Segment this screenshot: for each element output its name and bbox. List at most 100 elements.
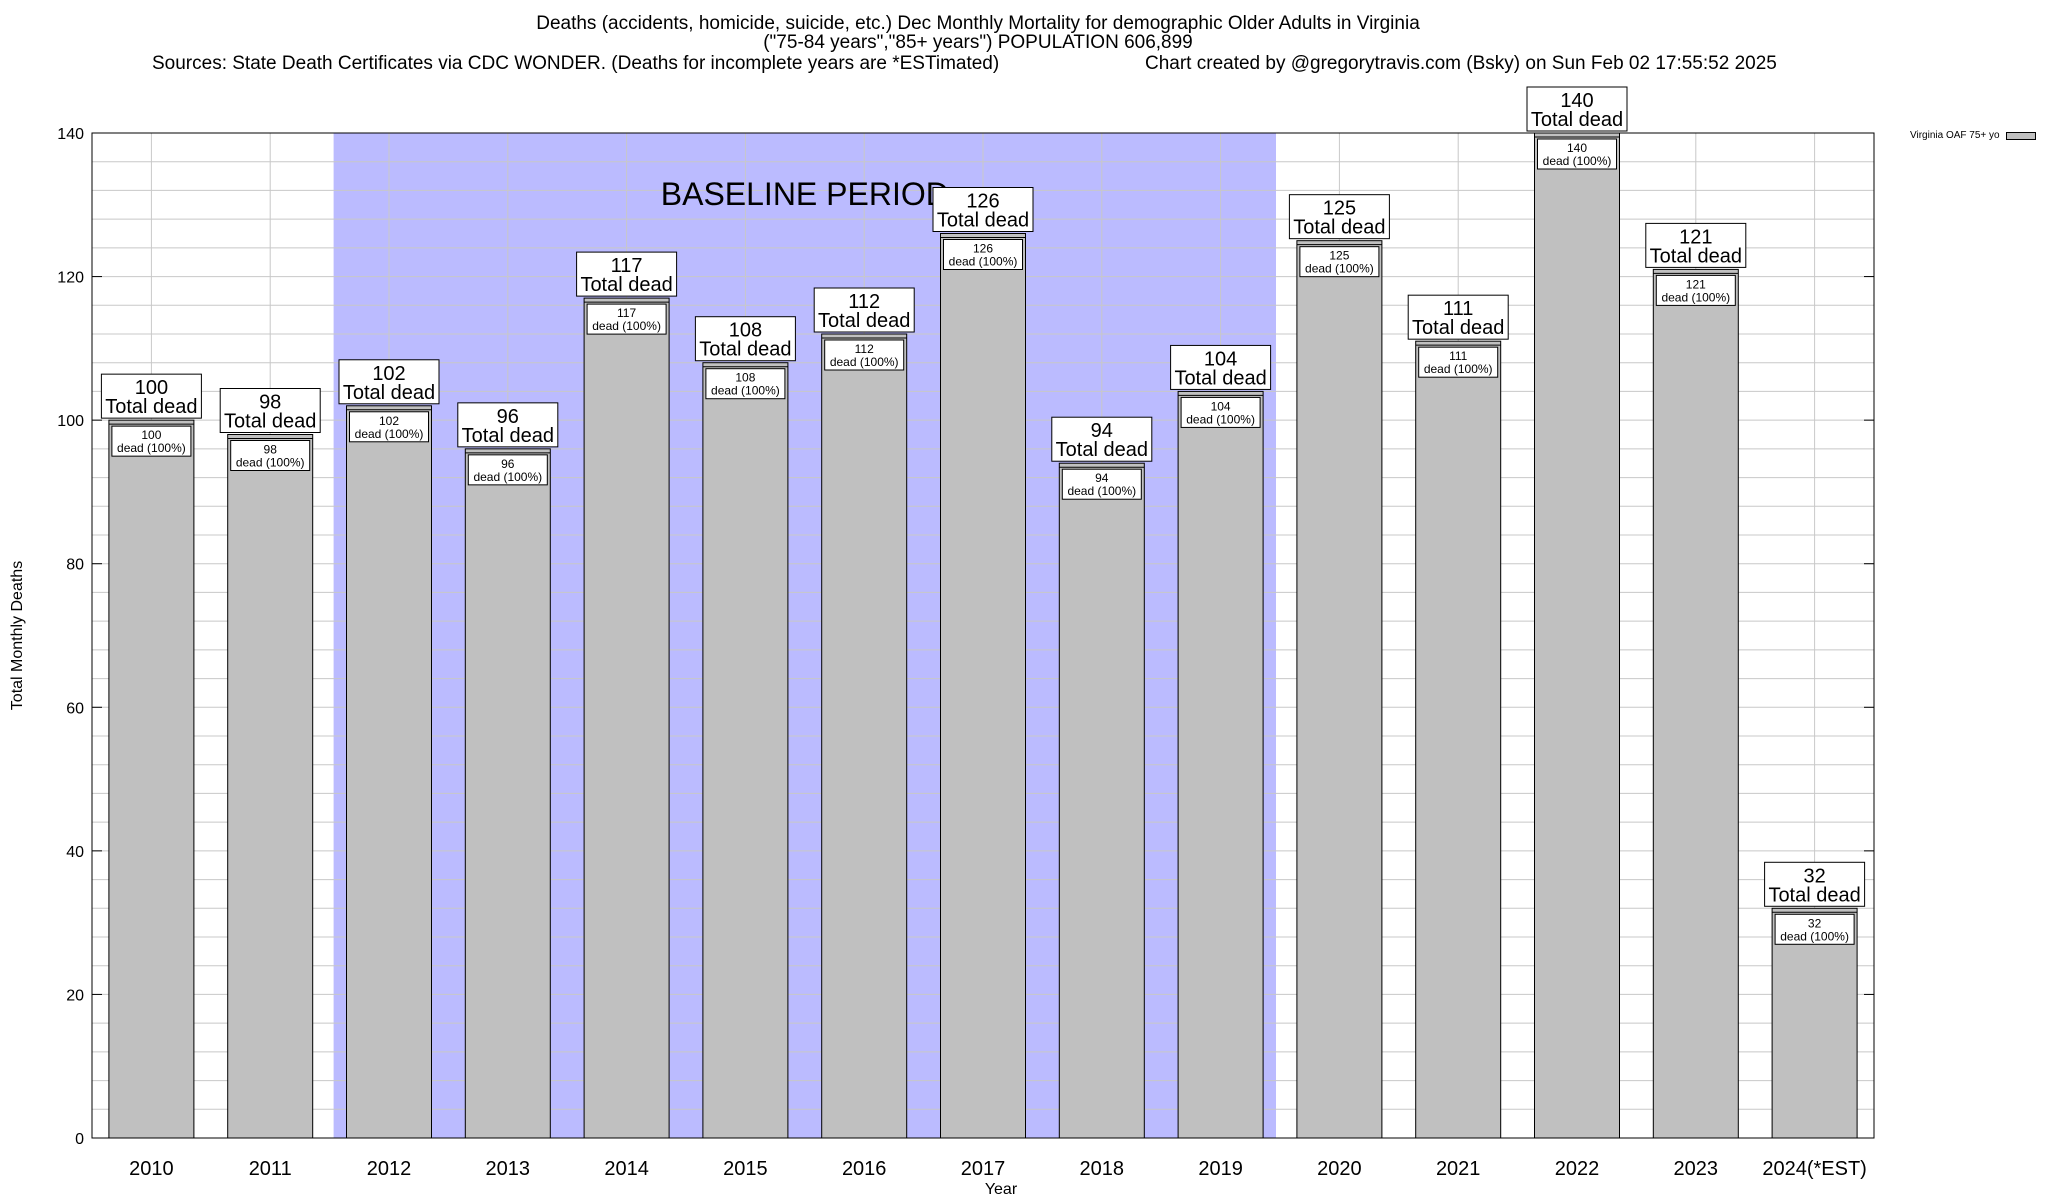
x-tick-label: 2020	[1317, 1158, 1362, 1180]
inner-value-label: 126	[973, 242, 993, 256]
inner-label-box	[1299, 246, 1380, 278]
bar	[1177, 390, 1264, 1139]
total-text-label: Total dead	[1531, 109, 1623, 131]
total-value-label: 111	[1443, 298, 1473, 320]
bar	[1652, 268, 1739, 1139]
bar	[1415, 340, 1502, 1139]
y-tick-label: 20	[66, 987, 84, 1004]
legend-swatch	[2005, 131, 2036, 140]
inner-label-box	[1537, 138, 1617, 170]
total-label-box	[813, 287, 915, 333]
y-tick-label: 140	[57, 126, 84, 143]
inner-value-label: 111	[1449, 349, 1468, 363]
inner-value-label: 121	[1686, 277, 1706, 291]
total-label-box	[1407, 294, 1509, 340]
total-text-label: Total dead	[105, 396, 197, 418]
x-tick-label: 2021	[1436, 1158, 1481, 1180]
inner-percent-label: dead (100%)	[473, 470, 542, 484]
total-value-label: 96	[497, 406, 519, 428]
inner-percent-label: dead (100%)	[117, 441, 186, 455]
chart-title: Deaths (accidents, homicide, suicide, et…	[536, 13, 1420, 34]
legend-label: Virginia OAF 75+ yo	[1910, 130, 2000, 141]
total-value-label: 117	[611, 255, 643, 277]
inner-label-box	[349, 411, 429, 443]
y-tick-label: 100	[57, 413, 84, 430]
total-text-label: Total dead	[1412, 317, 1504, 339]
total-text-label: Total dead	[1650, 245, 1742, 267]
x-tick-label: 2018	[1080, 1158, 1125, 1180]
total-value-label: 108	[729, 320, 762, 342]
inner-label-box	[586, 303, 667, 335]
total-text-label: Total dead	[343, 382, 435, 404]
inner-value-label: 125	[1329, 249, 1349, 263]
total-value-label: 121	[1679, 226, 1712, 248]
inner-percent-label: dead (100%)	[355, 427, 424, 441]
bar	[227, 434, 314, 1139]
inner-percent-label: dead (100%)	[830, 355, 899, 369]
total-text-label: Total dead	[937, 210, 1029, 232]
inner-percent-label: dead (100%)	[1305, 262, 1374, 276]
y-tick-label: 80	[66, 557, 84, 574]
total-text-label: Total dead	[1768, 884, 1860, 906]
bar	[1058, 462, 1145, 1139]
inner-percent-label: dead (100%)	[1424, 362, 1493, 376]
total-label-box	[338, 359, 440, 405]
total-text-label: Total dead	[224, 411, 316, 433]
inner-value-label: 102	[379, 414, 399, 428]
total-text-label: Total dead	[699, 339, 791, 361]
inner-value-label: 108	[735, 371, 755, 385]
x-axis-label: Year	[985, 1181, 1018, 1198]
total-value-label: 98	[259, 392, 281, 414]
bar	[821, 333, 908, 1139]
inner-label-box	[111, 425, 192, 457]
x-tick-label: 2016	[842, 1158, 887, 1180]
bar	[583, 297, 670, 1139]
x-tick-label: 2014	[604, 1158, 649, 1180]
x-tick-label: 2019	[1198, 1158, 1243, 1180]
inner-label-box	[824, 339, 905, 371]
total-label-box	[100, 373, 202, 419]
inner-percent-label: dead (100%)	[711, 384, 780, 398]
x-tick-label: 2013	[486, 1158, 531, 1180]
bar	[1534, 132, 1620, 1139]
inner-label-box	[1061, 468, 1142, 500]
y-tick-label: 120	[57, 270, 84, 287]
y-tick-label: 40	[66, 844, 84, 861]
total-label-box	[1526, 86, 1628, 132]
total-value-label: 32	[1803, 865, 1825, 887]
total-text-label: Total dead	[580, 274, 672, 296]
inner-percent-label: dead (100%)	[1067, 484, 1136, 498]
inner-value-label: 98	[264, 443, 278, 457]
inner-value-label: 104	[1211, 399, 1231, 413]
total-label-box	[219, 388, 321, 433]
total-value-label: 126	[966, 191, 999, 213]
inner-label-box	[943, 239, 1023, 270]
total-label-box	[576, 251, 678, 297]
y-tick-label: 0	[75, 1131, 84, 1148]
x-tick-label: 2023	[1674, 1158, 1719, 1180]
inner-label-box	[1418, 346, 1499, 378]
total-text-label: Total dead	[1293, 217, 1385, 239]
total-value-label: 112	[848, 291, 880, 313]
total-text-label: Total dead	[1056, 439, 1148, 461]
inner-label-box	[1774, 913, 1855, 945]
sources-note: Sources: State Death Certificates via CD…	[152, 53, 1000, 74]
total-value-label: 100	[135, 377, 168, 399]
bar	[940, 233, 1026, 1139]
inner-value-label: 112	[855, 342, 874, 356]
total-label-box	[932, 187, 1034, 232]
legend: Virginia OAF 75+ yo	[1910, 130, 2036, 141]
y-axis-label: Total Monthly Deaths	[9, 561, 26, 710]
x-tick-label: 2011	[249, 1158, 292, 1180]
x-tick-label: 2024(*EST)	[1762, 1158, 1867, 1180]
inner-label-box	[1180, 396, 1261, 428]
inner-value-label: 117	[617, 306, 636, 320]
total-label-box	[1051, 416, 1153, 462]
x-tick-label: 2017	[961, 1158, 1006, 1180]
total-label-box	[1288, 194, 1390, 240]
credit-note: Chart created by @gregorytravis.com (Bsk…	[1145, 53, 1777, 74]
inner-value-label: 94	[1095, 471, 1109, 485]
bar	[1296, 240, 1383, 1139]
inner-value-label: 96	[501, 457, 515, 471]
